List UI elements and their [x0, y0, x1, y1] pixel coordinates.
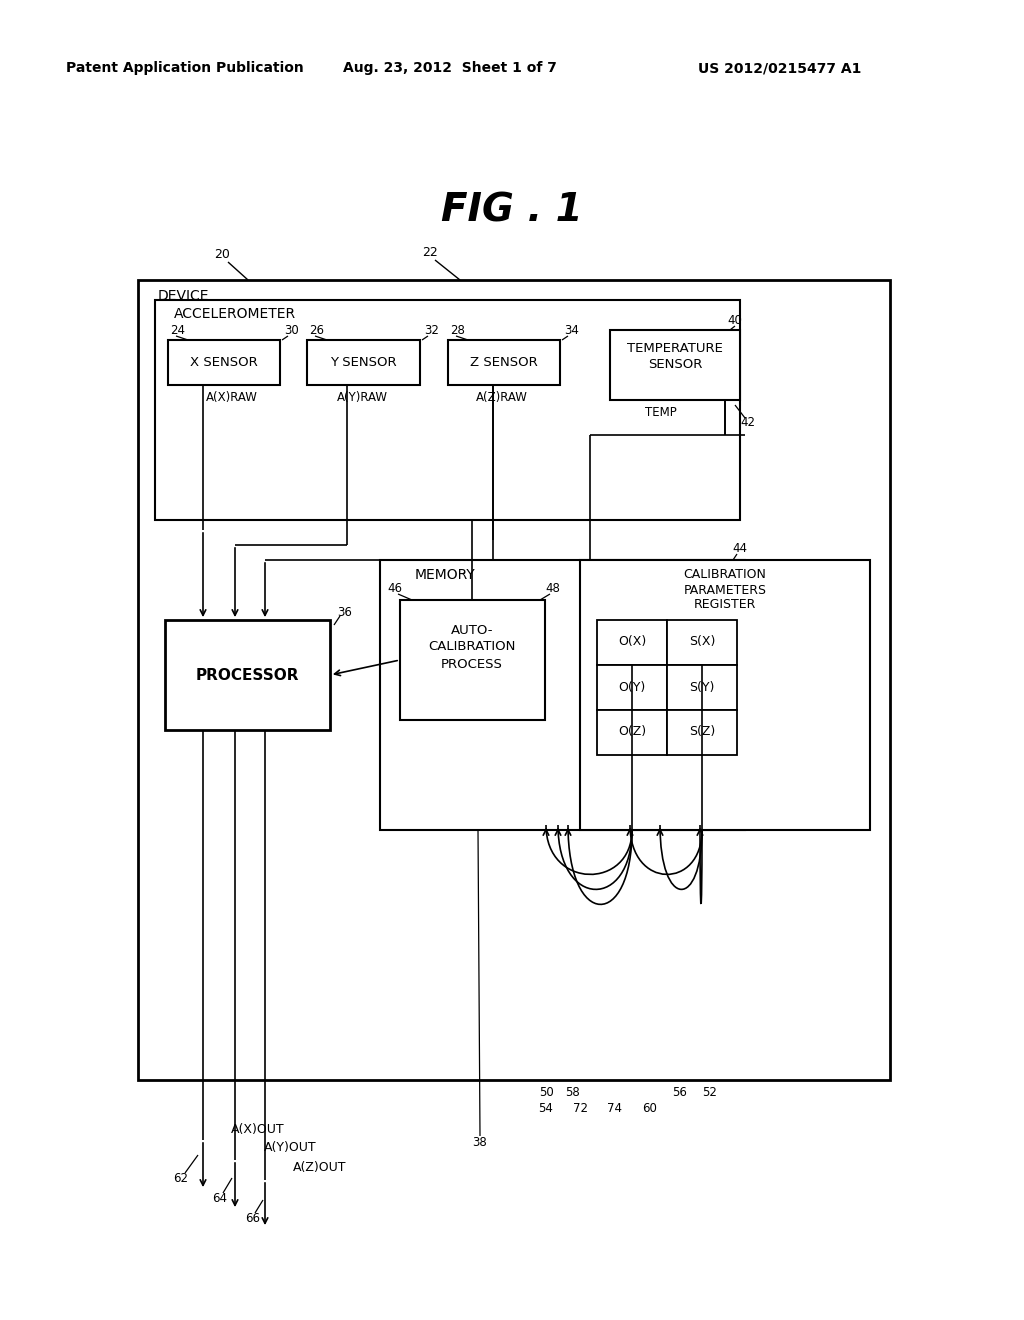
Text: O(Y): O(Y): [618, 681, 645, 693]
Text: DEVICE: DEVICE: [158, 289, 209, 304]
Bar: [449, 341, 560, 385]
Text: 74: 74: [607, 1101, 623, 1114]
Text: US 2012/0215477 A1: US 2012/0215477 A1: [698, 61, 861, 75]
Text: O(X): O(X): [617, 635, 646, 648]
Bar: [168, 341, 280, 385]
Text: SENSOR: SENSOR: [648, 359, 702, 371]
Bar: [400, 601, 545, 719]
Text: 60: 60: [643, 1101, 657, 1114]
Text: 56: 56: [673, 1085, 687, 1098]
Text: X SENSOR: X SENSOR: [190, 355, 258, 368]
Text: 26: 26: [309, 323, 324, 337]
Text: 32: 32: [425, 323, 439, 337]
Text: O(Z): O(Z): [617, 726, 646, 738]
Bar: [380, 560, 745, 830]
Bar: [165, 620, 330, 730]
Text: PROCESS: PROCESS: [441, 657, 503, 671]
Text: S(Y): S(Y): [689, 681, 715, 693]
Text: 28: 28: [450, 323, 465, 337]
Text: 58: 58: [565, 1085, 581, 1098]
Text: MEMORY: MEMORY: [415, 568, 475, 582]
Bar: [138, 280, 890, 1080]
Text: 36: 36: [338, 606, 352, 619]
Text: 42: 42: [740, 416, 756, 429]
Text: 48: 48: [546, 582, 560, 594]
Text: PROCESSOR: PROCESSOR: [196, 668, 299, 682]
Bar: [597, 710, 667, 755]
Text: A(X)RAW: A(X)RAW: [206, 391, 258, 404]
Text: PARAMETERS: PARAMETERS: [683, 583, 767, 597]
Bar: [580, 560, 870, 830]
Bar: [667, 620, 737, 665]
Text: 20: 20: [214, 248, 230, 261]
Text: ACCELEROMETER: ACCELEROMETER: [174, 308, 296, 321]
Text: Aug. 23, 2012  Sheet 1 of 7: Aug. 23, 2012 Sheet 1 of 7: [343, 61, 557, 75]
Text: A(Y)RAW: A(Y)RAW: [337, 391, 388, 404]
Text: 38: 38: [473, 1135, 487, 1148]
Text: A(X)OUT: A(X)OUT: [231, 1123, 285, 1137]
Text: Z SENSOR: Z SENSOR: [470, 355, 538, 368]
Text: A(Y)OUT: A(Y)OUT: [264, 1142, 316, 1155]
Bar: [667, 710, 737, 755]
Bar: [597, 665, 667, 710]
Text: Y SENSOR: Y SENSOR: [330, 355, 396, 368]
Text: 30: 30: [285, 323, 299, 337]
Text: TEMP: TEMP: [645, 405, 677, 418]
Bar: [610, 330, 740, 400]
Text: 46: 46: [387, 582, 402, 594]
Text: CALIBRATION: CALIBRATION: [684, 569, 766, 582]
Text: 24: 24: [170, 323, 185, 337]
Text: 66: 66: [246, 1212, 260, 1225]
Text: Patent Application Publication: Patent Application Publication: [67, 61, 304, 75]
Text: 44: 44: [732, 541, 748, 554]
Text: 50: 50: [539, 1085, 553, 1098]
Text: 34: 34: [564, 323, 580, 337]
Bar: [597, 620, 667, 665]
Text: TEMPERATURE: TEMPERATURE: [627, 342, 723, 355]
Text: 40: 40: [728, 314, 742, 326]
Text: 54: 54: [539, 1101, 553, 1114]
Text: A(Z)RAW: A(Z)RAW: [476, 391, 528, 404]
Text: 64: 64: [213, 1192, 227, 1204]
Bar: [667, 665, 737, 710]
Text: 72: 72: [572, 1101, 588, 1114]
Text: A(Z)OUT: A(Z)OUT: [293, 1160, 347, 1173]
Text: 22: 22: [422, 246, 438, 259]
Text: S(Z): S(Z): [689, 726, 715, 738]
Text: S(X): S(X): [689, 635, 715, 648]
Bar: [155, 300, 740, 520]
Bar: [307, 341, 420, 385]
Text: CALIBRATION: CALIBRATION: [428, 640, 516, 653]
Text: REGISTER: REGISTER: [694, 598, 756, 611]
Text: 62: 62: [173, 1172, 188, 1184]
Text: 52: 52: [702, 1085, 718, 1098]
Text: FIG . 1: FIG . 1: [441, 191, 583, 228]
Text: AUTO-: AUTO-: [451, 623, 494, 636]
